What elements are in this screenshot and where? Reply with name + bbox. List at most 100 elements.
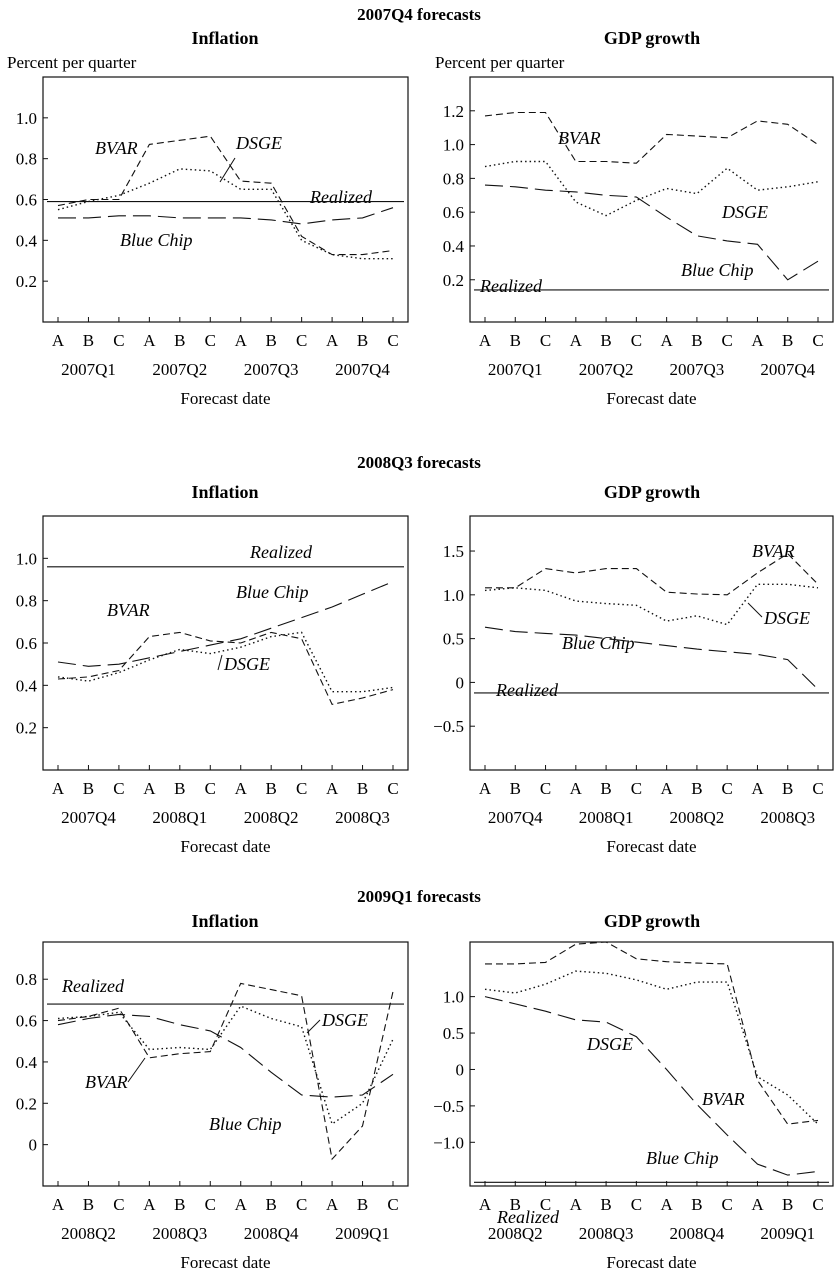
annot-bluechip-gdp-1: Blue Chip bbox=[681, 260, 754, 280]
x-tick-label: B bbox=[266, 331, 277, 350]
y-tick-label: 0.6 bbox=[16, 634, 37, 653]
x-tick-label: B bbox=[691, 331, 702, 350]
ylabel-inflation-1: Percent per quarter bbox=[7, 53, 137, 72]
x-tick-label: C bbox=[631, 779, 642, 798]
x-tick-label: A bbox=[479, 331, 492, 350]
x-axis-label: Forecast date bbox=[180, 389, 270, 408]
x-tick-label: A bbox=[143, 331, 156, 350]
annot-dsge-gdp-2: DSGE bbox=[763, 608, 810, 628]
y-tick-label: 1.0 bbox=[16, 549, 37, 568]
panel-title-gdp-1: GDP growth bbox=[604, 28, 700, 48]
series-line-dsge bbox=[57, 631, 394, 693]
y-tick-label: 0.8 bbox=[16, 592, 37, 611]
annot-bvar-inflation-3: BVAR bbox=[85, 1072, 128, 1092]
y-tick-label: 0.4 bbox=[16, 1053, 38, 1072]
annot-bvar-inflation-2: BVAR bbox=[107, 600, 150, 620]
x-quarter-label: 2007Q2 bbox=[579, 360, 634, 379]
annot-realized-inflation-1: Realized bbox=[309, 187, 373, 207]
x-tick-label: A bbox=[143, 1195, 156, 1214]
x-quarter-label: 2007Q3 bbox=[244, 360, 299, 379]
y-tick-label: −0.5 bbox=[433, 1097, 464, 1116]
x-tick-label: C bbox=[540, 1195, 551, 1214]
x-quarter-label: 2008Q1 bbox=[579, 808, 634, 827]
x-tick-label: B bbox=[174, 1195, 185, 1214]
x-quarter-label: 2007Q1 bbox=[61, 360, 116, 379]
y-tick-label: 0.6 bbox=[16, 191, 37, 210]
group-title-2008q3: 2008Q3 forecasts bbox=[357, 453, 481, 472]
series-line-blue-chip bbox=[484, 626, 819, 690]
x-tick-label: B bbox=[266, 1195, 277, 1214]
x-quarter-label: 2009Q1 bbox=[760, 1224, 815, 1243]
x-tick-label: B bbox=[357, 1195, 368, 1214]
x-tick-label: C bbox=[812, 331, 823, 350]
x-tick-label: C bbox=[113, 1195, 124, 1214]
plot-frame bbox=[42, 515, 409, 771]
x-tick-label: C bbox=[631, 331, 642, 350]
x-tick-label: A bbox=[570, 331, 583, 350]
x-tick-label: C bbox=[812, 1195, 823, 1214]
x-tick-label: C bbox=[540, 331, 551, 350]
series-line-dsge bbox=[484, 970, 819, 1125]
x-tick-label: A bbox=[326, 779, 339, 798]
series-line-blue-chip bbox=[58, 207, 394, 225]
y-tick-label: 0 bbox=[456, 1060, 465, 1079]
x-tick-label: B bbox=[357, 779, 368, 798]
series-line-dsge bbox=[484, 160, 819, 217]
y-tick-label: 0.4 bbox=[443, 237, 465, 256]
x-tick-label: B bbox=[510, 1195, 521, 1214]
x-tick-label: A bbox=[479, 779, 492, 798]
y-tick-label: 0.6 bbox=[443, 203, 464, 222]
x-tick-label: C bbox=[387, 331, 398, 350]
x-tick-label: B bbox=[357, 331, 368, 350]
x-tick-label: A bbox=[52, 1195, 65, 1214]
x-tick-label: B bbox=[782, 779, 793, 798]
x-quarter-label: 2008Q3 bbox=[579, 1224, 634, 1243]
ylabel-gdp-1: Percent per quarter bbox=[435, 53, 565, 72]
y-tick-label: 1.5 bbox=[443, 542, 464, 561]
x-axis-label: Forecast date bbox=[180, 837, 270, 856]
x-tick-label: A bbox=[326, 1195, 339, 1214]
x-tick-label: C bbox=[113, 779, 124, 798]
group-title-2007q4: 2007Q4 forecasts bbox=[357, 5, 481, 24]
plot-frame bbox=[469, 515, 834, 771]
annot-bluechip-gdp-3: Blue Chip bbox=[646, 1148, 719, 1168]
annot-dsge-inflation-3: DSGE bbox=[321, 1010, 368, 1030]
y-tick-label: 0.2 bbox=[16, 719, 37, 738]
y-tick-label: 0.4 bbox=[16, 676, 38, 695]
x-quarter-label: 2008Q3 bbox=[335, 808, 390, 827]
series-line-bvar bbox=[485, 941, 819, 1125]
x-tick-label: C bbox=[296, 331, 307, 350]
x-quarter-label: 2008Q3 bbox=[152, 1224, 207, 1243]
x-tick-label: A bbox=[660, 1195, 673, 1214]
plot-frame bbox=[469, 76, 834, 323]
x-tick-label: A bbox=[52, 779, 65, 798]
x-tick-label: B bbox=[600, 1195, 611, 1214]
x-quarter-label: 2007Q3 bbox=[670, 360, 725, 379]
x-tick-label: C bbox=[540, 779, 551, 798]
y-tick-label: 0.4 bbox=[16, 231, 38, 250]
annot-bluechip-inflation-3: Blue Chip bbox=[209, 1114, 282, 1134]
annot-bvar-inflation-1: BVAR bbox=[95, 138, 138, 158]
annot-dsge-gdp-3: DSGE bbox=[586, 1034, 633, 1054]
x-quarter-label: 2008Q2 bbox=[244, 808, 299, 827]
panel-title-gdp-3: GDP growth bbox=[604, 911, 700, 931]
group-title-2009q1: 2009Q1 forecasts bbox=[357, 887, 481, 906]
x-quarter-label: 2009Q1 bbox=[335, 1224, 390, 1243]
x-quarter-label: 2007Q2 bbox=[152, 360, 207, 379]
x-tick-label: B bbox=[83, 1195, 94, 1214]
x-tick-label: C bbox=[387, 1195, 398, 1214]
x-tick-label: C bbox=[631, 1195, 642, 1214]
annot-bvar-gdp-3: BVAR bbox=[702, 1089, 745, 1109]
series-line-bvar bbox=[57, 631, 394, 706]
x-tick-label: C bbox=[296, 1195, 307, 1214]
x-tick-label: A bbox=[479, 1195, 492, 1214]
series-line-bvar bbox=[57, 982, 394, 1161]
x-quarter-label: 2008Q2 bbox=[670, 808, 725, 827]
y-tick-label: 0.2 bbox=[16, 1094, 37, 1113]
plot-frame bbox=[469, 941, 834, 1187]
y-tick-label: −0.5 bbox=[433, 717, 464, 736]
x-tick-label: C bbox=[722, 331, 733, 350]
